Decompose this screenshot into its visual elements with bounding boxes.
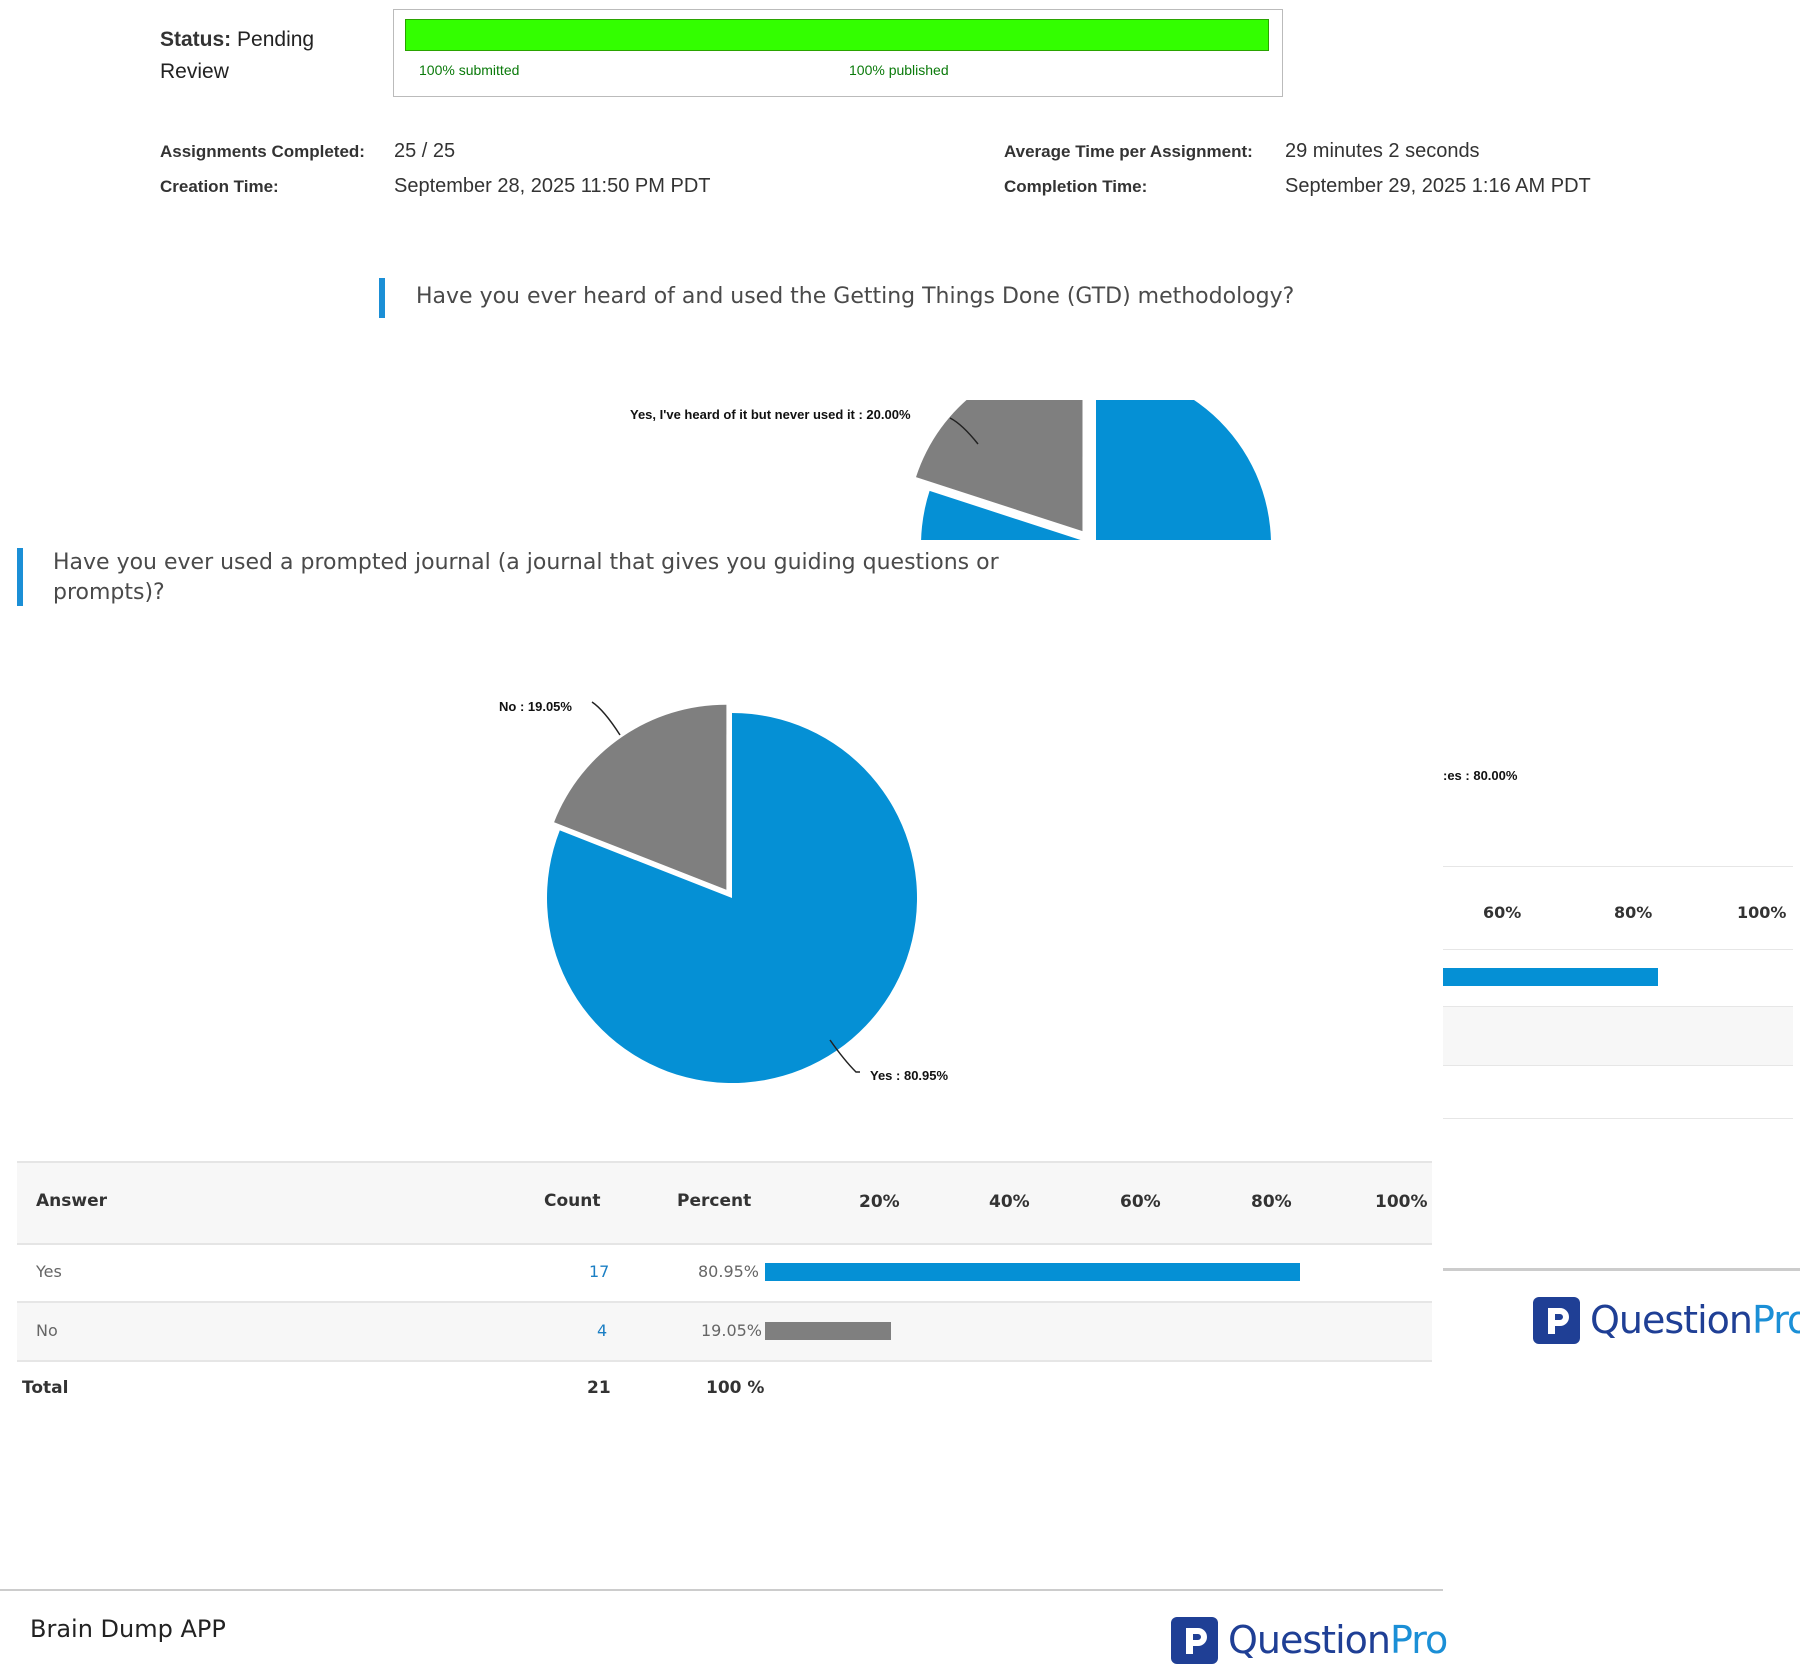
logo-pro: Pro (1389, 1618, 1448, 1662)
question1-accent-bar (379, 278, 385, 318)
footer-divider (0, 1589, 1443, 1591)
progress-panel: 100% submitted 100% published (393, 9, 1283, 97)
published-text: 100% published (849, 62, 949, 78)
question2-title-line1: Have you ever used a prompted journal (a… (53, 550, 999, 575)
completion-time-label: Completion Time: (1004, 177, 1148, 196)
bar-yes (765, 1263, 1301, 1281)
row-answer: Yes (36, 1262, 62, 1281)
behind-row (1443, 1006, 1793, 1066)
table-row: No 4 19.05% (17, 1303, 1432, 1360)
question2-title-line2: prompts)? (53, 580, 165, 605)
pie-slice-yes (547, 713, 918, 1083)
tick-100: 100% (1375, 1192, 1428, 1212)
header-count: Count (544, 1191, 601, 1211)
row-percent: 19.05% (701, 1321, 763, 1340)
yes-label-leader (829, 1039, 860, 1073)
questionpro-logo-footer: QuestionPro (1228, 1618, 1448, 1662)
question1-slice-label: Yes, I've heard of it but never used it … (630, 407, 911, 422)
behind-tick-80: 80% (1614, 903, 1653, 922)
question2-pie-chart (547, 701, 918, 1083)
tick-20: 20% (859, 1192, 900, 1212)
behind-table-header: 60% 80% 100% (1443, 866, 1793, 950)
row-count: 17 (589, 1262, 610, 1281)
assignments-completed-value: 25 / 25 (394, 140, 456, 162)
creation-time-label: Creation Time: (160, 177, 279, 196)
completion-time-value: September 29, 2025 1:16 AM PDT (1285, 175, 1591, 197)
question1-pie-chart (916, 400, 1271, 540)
pie-label-leader (949, 417, 979, 445)
avg-time-value: 29 minutes 2 seconds (1285, 140, 1480, 162)
no-label-leader (591, 701, 621, 736)
total-percent: 100 % (706, 1378, 765, 1398)
tick-60: 60% (1120, 1192, 1161, 1212)
tick-40: 40% (989, 1192, 1030, 1212)
pie-slice-heard-never-used (916, 400, 1083, 532)
submitted-text: 100% submitted (419, 62, 520, 78)
header-answer: Answer (36, 1191, 107, 1211)
behind-footer-line (1443, 1268, 1800, 1271)
logo-question: Question (1590, 1298, 1753, 1342)
behind-tick-60: 60% (1483, 903, 1522, 922)
behind-divider (1443, 1118, 1793, 1119)
progress-bar (405, 19, 1269, 51)
question1-title: Have you ever heard of and used the Gett… (416, 284, 1295, 309)
questionpro-p-icon (1533, 1297, 1580, 1344)
questionpro-logo: QuestionPro (1590, 1298, 1800, 1342)
behind-tick-100: 100% (1737, 903, 1787, 922)
logo-pro: Pro (1751, 1298, 1800, 1342)
row-percent: 80.95% (698, 1262, 760, 1281)
yes-slice-label: Yes : 80.95% (870, 1068, 949, 1083)
assignments-completed-label: Assignments Completed: (160, 142, 365, 161)
question2-title: Have you ever used a prompted journal (a… (53, 548, 999, 608)
no-slice-label: No : 19.05% (499, 699, 572, 714)
status-block: Status: Pending Review (160, 24, 360, 88)
status-value-line2: Review (160, 60, 229, 83)
row-divider (17, 1301, 1432, 1303)
total-count: 21 (587, 1378, 611, 1398)
avg-time-label: Average Time per Assignment: (1004, 142, 1253, 161)
bar-no (765, 1322, 891, 1340)
tick-80: 80% (1251, 1192, 1292, 1212)
row-count: 4 (597, 1321, 608, 1340)
behind-bar-yes (1443, 968, 1658, 986)
pie-slice-no (554, 704, 727, 890)
row-answer: No (36, 1321, 58, 1340)
status-value: Pending (237, 28, 315, 51)
question2-accent-bar (17, 548, 23, 606)
pie-slice-remaining (921, 400, 1271, 540)
questionpro-p-icon (1171, 1617, 1218, 1664)
row-divider (17, 1360, 1432, 1362)
header-percent: Percent (677, 1191, 752, 1211)
creation-time-value: September 28, 2025 11:50 PM PDT (394, 175, 711, 197)
footer-title: Brain Dump APP (30, 1615, 226, 1643)
status-key: Status: (160, 28, 232, 51)
background-panel: :es : 80.00% 60% 80% 100% (1443, 460, 1800, 1280)
total-label: Total (22, 1378, 69, 1398)
table-header: Answer Count Percent 20% 40% 60% 80% 100… (17, 1161, 1432, 1245)
logo-question: Question (1228, 1618, 1391, 1662)
table-row: Yes 17 80.95% (17, 1243, 1432, 1301)
behind-slice-label: :es : 80.00% (1443, 768, 1518, 783)
